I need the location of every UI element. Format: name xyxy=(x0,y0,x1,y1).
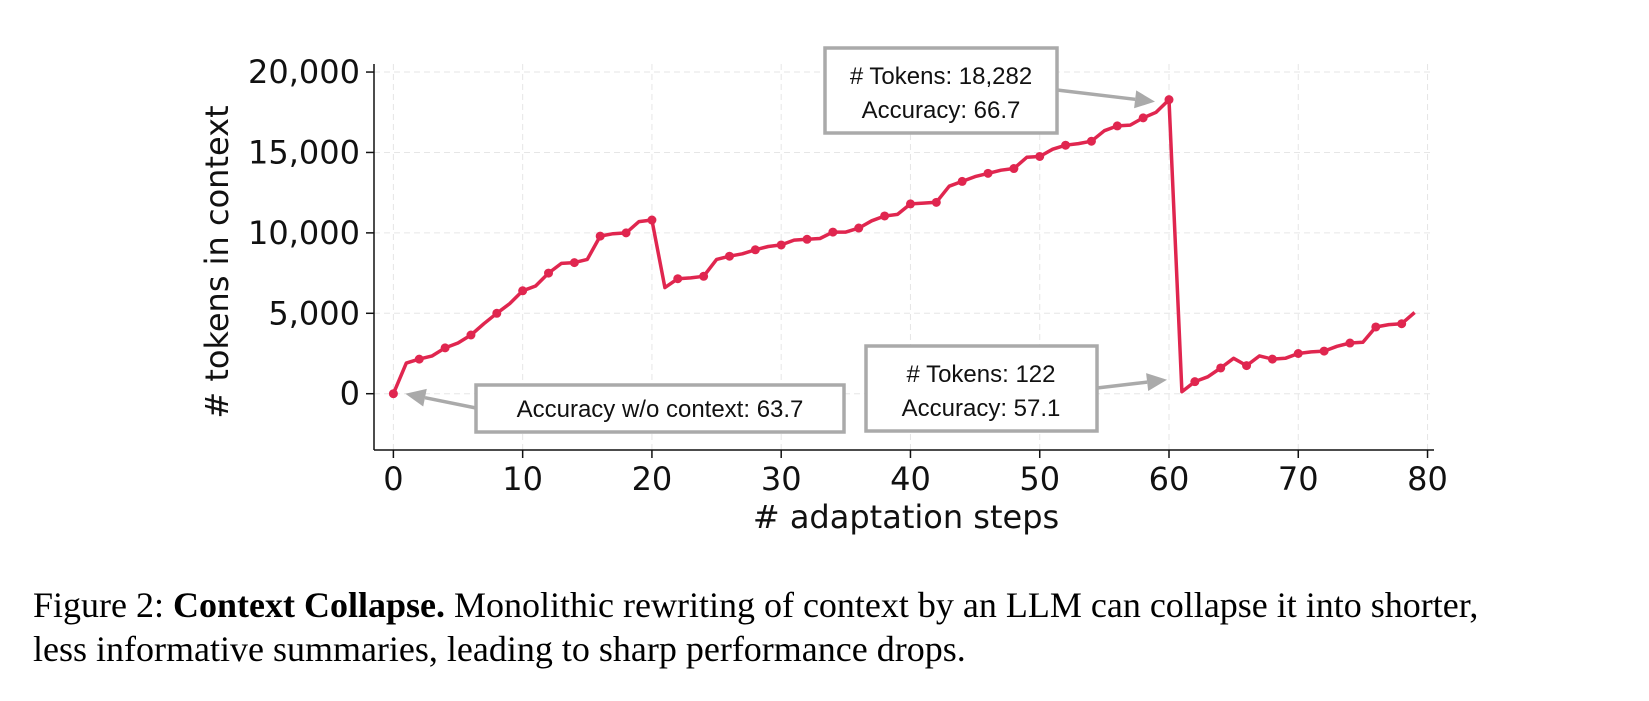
data-point xyxy=(1242,361,1252,371)
annotation-peak-tokens: # Tokens: 18,282 xyxy=(850,63,1032,90)
data-point xyxy=(983,168,993,178)
x-tick-label: 20 xyxy=(632,460,673,498)
annotation-no-context-text: Accuracy w/o context: 63.7 xyxy=(517,396,804,423)
data-point xyxy=(905,199,915,209)
annotation-arrowhead xyxy=(405,388,427,407)
data-point xyxy=(1267,354,1277,364)
data-point xyxy=(673,274,683,284)
data-point xyxy=(1319,346,1329,356)
annotation-arrow xyxy=(1056,88,1136,102)
caption-text-line1: Monolithic rewriting of context by an LL… xyxy=(445,585,1479,625)
data-point xyxy=(1035,151,1045,161)
annotation-peak-accuracy: Accuracy: 66.7 xyxy=(862,97,1021,124)
annotation-collapse-accuracy: Accuracy: 57.1 xyxy=(902,395,1061,422)
y-tick-label: 5,000 xyxy=(268,294,360,332)
x-tick-label: 30 xyxy=(761,460,802,498)
y-axis-label: # tokens in context xyxy=(198,105,236,418)
data-point xyxy=(466,330,476,340)
x-tick-label: 80 xyxy=(1407,460,1448,498)
data-point xyxy=(518,286,528,296)
data-point xyxy=(1293,349,1303,358)
x-axis-ticks: 0 10 20 30 40 50 60 70 80 xyxy=(383,450,1448,498)
data-point xyxy=(544,268,554,278)
data-point xyxy=(621,228,631,238)
data-point xyxy=(1138,113,1148,123)
data-point xyxy=(647,215,657,225)
data-point xyxy=(414,354,424,364)
data-point xyxy=(1371,322,1381,332)
data-point xyxy=(854,223,864,233)
data-point xyxy=(931,197,941,207)
data-point xyxy=(569,258,579,268)
annotation-arrow xyxy=(424,395,477,410)
x-tick-label: 10 xyxy=(502,460,543,498)
data-point xyxy=(802,234,812,244)
data-point xyxy=(1061,140,1071,150)
data-point xyxy=(1164,95,1174,105)
data-point xyxy=(776,240,786,250)
axes xyxy=(373,64,1434,451)
figure-caption: Figure 2: Context Collapse. Monolithic r… xyxy=(33,583,1633,671)
data-point xyxy=(724,251,734,261)
x-tick-label: 70 xyxy=(1278,460,1319,498)
x-tick-label: 50 xyxy=(1019,460,1060,498)
annotation-arrowhead xyxy=(1146,373,1167,392)
data-point xyxy=(1086,136,1096,146)
caption-bold-title: Context Collapse. xyxy=(173,585,445,625)
data-point xyxy=(957,176,967,186)
data-point xyxy=(1009,164,1019,174)
data-point xyxy=(1345,338,1355,348)
x-tick-label: 60 xyxy=(1149,460,1190,498)
data-point xyxy=(388,389,398,399)
data-point xyxy=(595,231,605,241)
data-point xyxy=(492,308,502,318)
y-tick-label: 20,000 xyxy=(248,53,360,91)
annotation-no-context: Accuracy w/o context: 63.7 xyxy=(405,383,846,434)
data-point xyxy=(699,271,709,281)
x-tick-label: 40 xyxy=(890,460,931,498)
y-tick-label: 15,000 xyxy=(248,133,360,171)
caption-text-line2: less informative summaries, leading to s… xyxy=(33,629,966,669)
data-point xyxy=(1112,121,1122,131)
annotation-collapse-tokens: # Tokens: 122 xyxy=(906,361,1055,388)
y-axis-ticks: 0 5,000 10,000 15,000 20,000 xyxy=(248,53,374,413)
caption-prefix: Figure 2: xyxy=(33,585,164,625)
annotation-arrowhead xyxy=(1134,90,1155,109)
x-axis-label: # adaptation steps xyxy=(753,498,1059,536)
data-point xyxy=(1190,377,1200,387)
line-chart: 0 10 20 30 40 50 60 70 80 0 5,000 10,000 15,000 20,0… xyxy=(198,46,1448,536)
series-markers xyxy=(388,95,1407,399)
annotation-collapse: # Tokens: 122 Accuracy: 57.1 xyxy=(864,344,1167,433)
y-tick-label: 10,000 xyxy=(248,214,360,252)
annotation-arrow xyxy=(1096,380,1148,390)
data-point xyxy=(750,245,760,255)
data-point xyxy=(1397,319,1407,329)
y-tick-label: 0 xyxy=(340,375,360,413)
annotation-peak: # Tokens: 18,282 Accuracy: 66.7 xyxy=(823,46,1155,135)
x-tick-label: 0 xyxy=(383,460,403,498)
data-point xyxy=(1216,363,1226,373)
data-point xyxy=(880,211,890,221)
data-point xyxy=(828,227,838,237)
data-point xyxy=(440,343,450,353)
